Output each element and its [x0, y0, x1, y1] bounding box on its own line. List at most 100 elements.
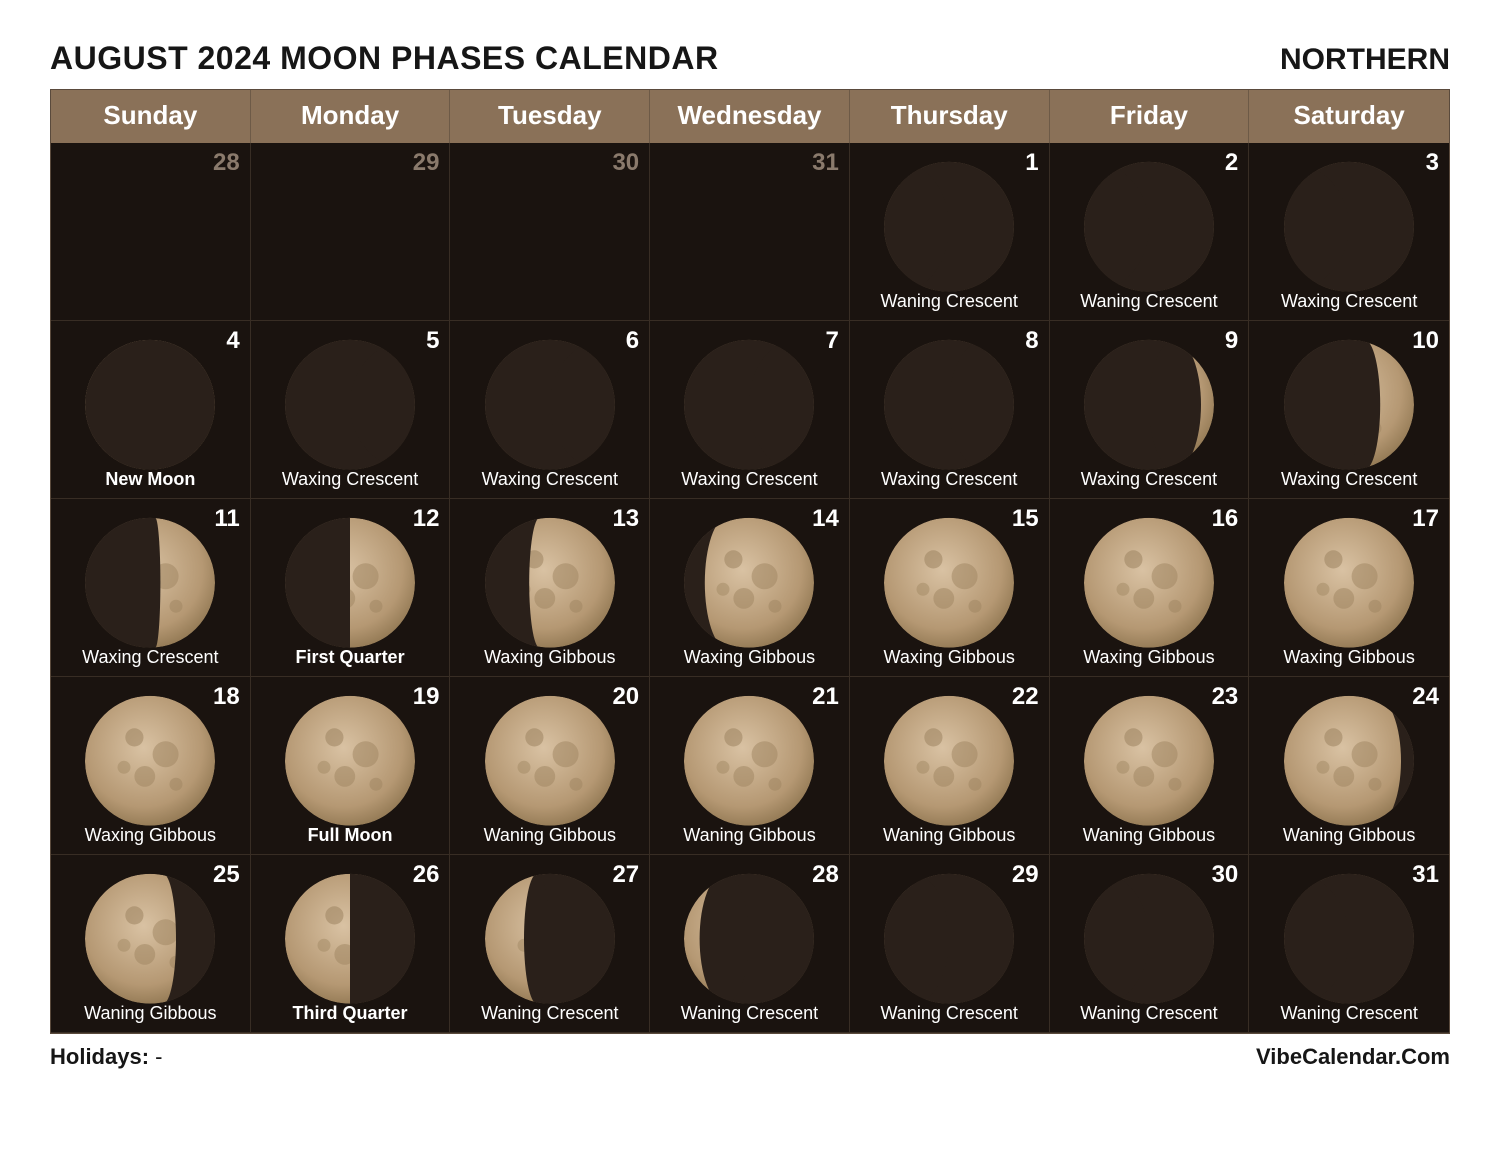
- moon-icon: [1284, 695, 1414, 825]
- moon-icon: [1284, 339, 1414, 469]
- phase-label: Waning Gibbous: [51, 1003, 250, 1024]
- holidays-value: -: [149, 1044, 162, 1069]
- weekday-sun: Sunday: [51, 90, 251, 143]
- calendar-cell: 16 Waxing Gibbous: [1050, 499, 1250, 677]
- moon-icon: [285, 339, 415, 469]
- phase-label: Waning Gibbous: [450, 825, 649, 846]
- day-number: 5: [426, 327, 439, 355]
- phase-label: Third Quarter: [251, 1003, 450, 1024]
- phase-label: Waxing Gibbous: [450, 647, 649, 668]
- phase-label: Waxing Gibbous: [1249, 647, 1449, 668]
- moon-icon: [285, 695, 415, 825]
- header: AUGUST 2024 MOON PHASES CALENDAR NORTHER…: [50, 40, 1450, 77]
- calendar-cell: 28 Waning Crescent: [650, 855, 850, 1033]
- moon-icon: [1284, 873, 1414, 1003]
- weekday-fri: Friday: [1050, 90, 1250, 143]
- day-number: 29: [413, 149, 440, 177]
- calendar-cell: 30: [450, 143, 650, 321]
- phase-label: Waxing Gibbous: [1050, 647, 1249, 668]
- weekday-header: Sunday Monday Tuesday Wednesday Thursday…: [51, 90, 1449, 143]
- day-number: 1: [1025, 149, 1038, 177]
- phase-label: Waning Gibbous: [1050, 825, 1249, 846]
- moon-icon: [1084, 695, 1214, 825]
- day-number: 28: [812, 861, 839, 889]
- calendar-grid: 282930311 Waning Crescent2: [51, 143, 1449, 1033]
- moon-icon: [884, 339, 1014, 469]
- phase-label: Waxing Gibbous: [650, 647, 849, 668]
- calendar-cell: 7 Waxing Crescent: [650, 321, 850, 499]
- calendar-cell: 18 Waxing Gibbous: [51, 677, 251, 855]
- credit-line: VibeCalendar.Com: [1256, 1044, 1450, 1070]
- phase-label: Waxing Crescent: [251, 469, 450, 490]
- moon-icon: [1284, 517, 1414, 647]
- moon-icon: [485, 339, 615, 469]
- phase-label: Waning Gibbous: [850, 825, 1049, 846]
- calendar-cell: 28: [51, 143, 251, 321]
- holidays-label: Holidays:: [50, 1044, 149, 1069]
- calendar-cell: 30 Waning Crescent: [1050, 855, 1250, 1033]
- day-number: 31: [1412, 861, 1439, 889]
- day-number: 7: [825, 327, 838, 355]
- calendar-cell: 21 Waning Gibbous: [650, 677, 850, 855]
- phase-label: Waxing Crescent: [850, 469, 1049, 490]
- day-number: 27: [612, 861, 639, 889]
- day-number: 19: [413, 683, 440, 711]
- phase-label: Waxing Crescent: [450, 469, 649, 490]
- moon-icon: [285, 517, 415, 647]
- calendar: Sunday Monday Tuesday Wednesday Thursday…: [50, 89, 1450, 1034]
- calendar-cell: 6 Waxing Crescent: [450, 321, 650, 499]
- phase-label: Waning Crescent: [1249, 1003, 1449, 1024]
- phase-label: Waxing Gibbous: [850, 647, 1049, 668]
- moon-icon: [1084, 517, 1214, 647]
- calendar-cell: 4 New Moon: [51, 321, 251, 499]
- day-number: 31: [812, 149, 839, 177]
- calendar-cell: 11 Waxing Crescent: [51, 499, 251, 677]
- day-number: 10: [1412, 327, 1439, 355]
- day-number: 15: [1012, 505, 1039, 533]
- day-number: 9: [1225, 327, 1238, 355]
- weekday-wed: Wednesday: [650, 90, 850, 143]
- day-number: 4: [226, 327, 239, 355]
- day-number: 18: [213, 683, 240, 711]
- calendar-cell: 17 Waxing Gibbous: [1249, 499, 1449, 677]
- phase-label: Waning Gibbous: [650, 825, 849, 846]
- calendar-cell: 31: [650, 143, 850, 321]
- calendar-cell: 12 First Quarter: [251, 499, 451, 677]
- phase-label: Waning Crescent: [1050, 291, 1249, 312]
- day-number: 30: [612, 149, 639, 177]
- moon-icon: [1084, 873, 1214, 1003]
- calendar-cell: 3 Waxing Crescent: [1249, 143, 1449, 321]
- calendar-cell: 1 Waning Crescent: [850, 143, 1050, 321]
- day-number: 12: [413, 505, 440, 533]
- moon-icon: [485, 517, 615, 647]
- moon-icon: [884, 695, 1014, 825]
- day-number: 13: [612, 505, 639, 533]
- calendar-cell: 19 Full Moon: [251, 677, 451, 855]
- phase-label: Waning Crescent: [850, 291, 1049, 312]
- day-number: 14: [812, 505, 839, 533]
- footer: Holidays: - VibeCalendar.Com: [50, 1044, 1450, 1070]
- day-number: 6: [626, 327, 639, 355]
- phase-label: First Quarter: [251, 647, 450, 668]
- day-number: 22: [1012, 683, 1039, 711]
- weekday-sat: Saturday: [1249, 90, 1449, 143]
- moon-icon: [684, 695, 814, 825]
- weekday-tue: Tuesday: [450, 90, 650, 143]
- moon-icon: [85, 517, 215, 647]
- day-number: 23: [1212, 683, 1239, 711]
- hemisphere-label: NORTHERN: [1280, 43, 1450, 77]
- calendar-cell: 13 Waxing Gibbous: [450, 499, 650, 677]
- day-number: 17: [1412, 505, 1439, 533]
- weekday-mon: Monday: [251, 90, 451, 143]
- calendar-cell: 2 Waning Crescent: [1050, 143, 1250, 321]
- day-number: 28: [213, 149, 240, 177]
- phase-label: Waning Crescent: [850, 1003, 1049, 1024]
- moon-icon: [285, 873, 415, 1003]
- calendar-cell: 23 Waning Gibbous: [1050, 677, 1250, 855]
- calendar-cell: 15 Waxing Gibbous: [850, 499, 1050, 677]
- moon-icon: [884, 517, 1014, 647]
- calendar-cell: 29: [251, 143, 451, 321]
- phase-label: Waxing Crescent: [1249, 469, 1449, 490]
- moon-icon: [485, 695, 615, 825]
- moon-icon: [1284, 161, 1414, 291]
